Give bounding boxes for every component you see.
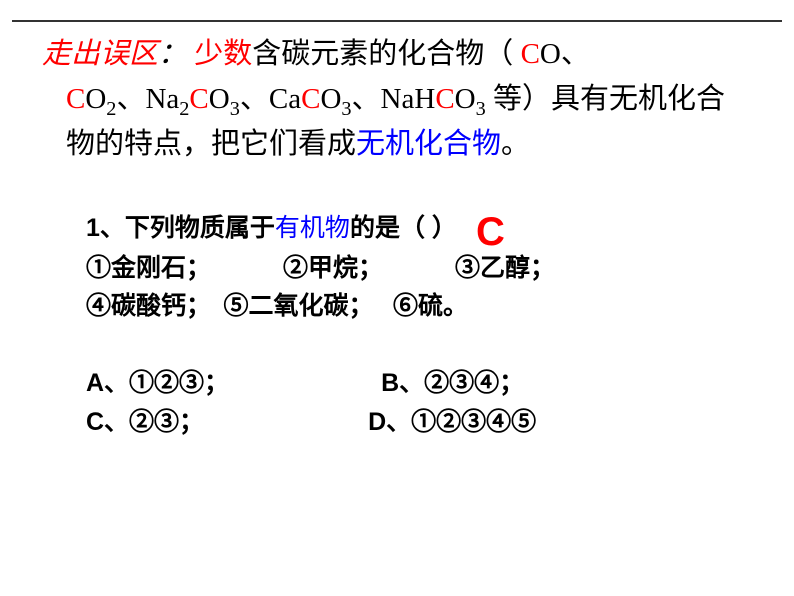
choice-c: C、②③； [86, 408, 204, 436]
q-organic: 有机物 [275, 215, 350, 242]
sep1: 、 [561, 38, 590, 70]
sep3: 、 [240, 83, 269, 115]
period: 。 [501, 128, 530, 160]
item-6: ⑥硫。 [393, 292, 468, 320]
item-2: ②甲烷； [283, 254, 383, 282]
choice-a: A、①②③； [86, 369, 229, 397]
text-2: 含碳元素的化合物（ [252, 38, 520, 70]
question-section: 1、下列物质属于有机物的是（ ） C ①金刚石； ②甲烷； ③乙醇； ④碳酸钙； ⑤… [42, 209, 752, 442]
few-text: 少数 [194, 38, 252, 70]
sep2: 、 [116, 83, 145, 115]
items-row-2: ④碳酸钙； ⑤二氧化碳； ⑥硫。 [86, 287, 722, 326]
formula-co2: CO2 [66, 83, 116, 115]
main-paragraph: 走出误区： 少数含碳元素的化合物（ CO、 CO2、Na2CO3、CaCO3、N… [42, 32, 752, 167]
choice-row-2: C、②③； D、①②③④⑤ [86, 403, 722, 442]
choice-row-1: A、①②③； B、②③④； [86, 364, 722, 403]
q-prefix: 、下列物质属于 [100, 214, 275, 242]
slide-content: 走出误区： 少数含碳元素的化合物（ CO、 CO2、Na2CO3、CaCO3、N… [0, 0, 794, 442]
answer-letter: C [476, 201, 505, 263]
sep4: 、 [352, 83, 381, 115]
heading: 走出误区 [42, 38, 158, 70]
choice-d: D、①②③④⑤ [368, 403, 536, 442]
item-1: ①金刚石； [86, 254, 211, 282]
inorganic-compound: 无机化合物 [356, 128, 501, 160]
formula-co: CO [521, 38, 561, 70]
q-suffix: 的是（ ） [350, 214, 457, 242]
items-row-1: ①金刚石； ②甲烷； ③乙醇； [86, 249, 722, 288]
item-3: ③乙醇； [455, 254, 555, 282]
colon: ： [158, 38, 187, 70]
item-4: ④碳酸钙； [86, 292, 199, 320]
formula-caco3: CaCO3 [269, 83, 352, 115]
formula-na2co3: Na2CO3 [145, 83, 239, 115]
top-border [12, 20, 782, 22]
q-num: 1 [86, 214, 100, 242]
formula-nahco3: NaHCO3 [381, 83, 486, 115]
choice-b: B、②③④； [381, 364, 524, 403]
question-text: 1、下列物质属于有机物的是（ ） C [86, 209, 722, 249]
item-5: ⑤二氧化碳； [224, 292, 362, 320]
choices-block: A、①②③； B、②③④； C、②③； D、①②③④⑤ [86, 364, 722, 442]
